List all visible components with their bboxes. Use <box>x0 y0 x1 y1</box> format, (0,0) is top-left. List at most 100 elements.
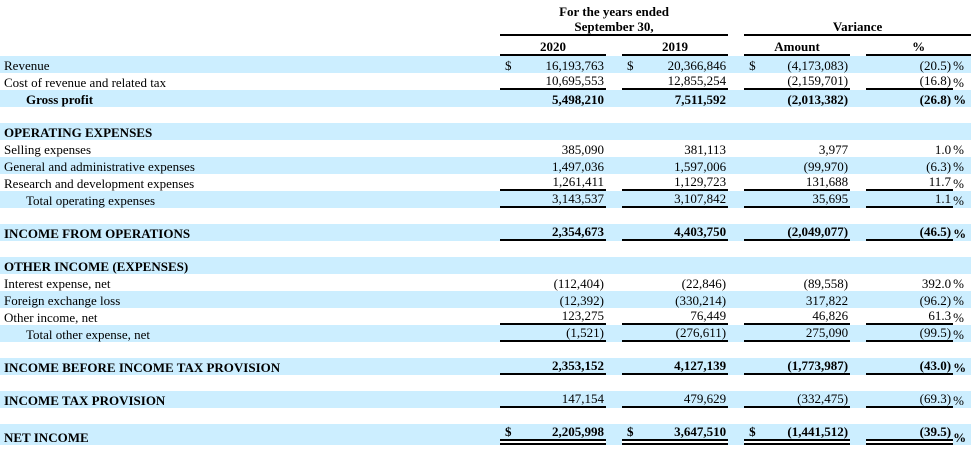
column-header-percent: % <box>866 36 971 56</box>
value-amount: 317,822 <box>768 291 851 308</box>
percent-sign: % <box>953 56 971 73</box>
income-statement-body: Revenue $16,193,763 $20,366,846 $ (4,173,083… <box>0 56 971 445</box>
column-gap <box>606 391 622 408</box>
row-label: Selling expenses <box>4 142 92 157</box>
dollar-sign <box>500 274 524 291</box>
column-header-2019: 2019 <box>622 36 729 56</box>
table-row: Cost of revenue and related tax 10,695,55… <box>0 73 971 90</box>
dollar-sign <box>622 274 646 291</box>
header-empty <box>0 4 500 19</box>
value-amount: (4,173,083) <box>768 56 851 73</box>
percent-sign: % <box>953 176 964 191</box>
dollar-sign: $ <box>500 424 524 445</box>
percent-sign: % <box>953 310 964 325</box>
row-label: Gross profit <box>0 90 500 107</box>
header-gap <box>728 19 744 36</box>
row-label: Total other expense, net <box>0 325 500 342</box>
dollar-sign <box>500 358 524 375</box>
column-gap <box>850 358 867 375</box>
column-gap <box>850 308 866 325</box>
value-2019: (330,214) <box>646 291 729 308</box>
dollar-sign <box>744 224 769 241</box>
dollar-sign <box>744 308 769 325</box>
table-row: Revenue $16,193,763 $20,366,846 $ (4,173,083… <box>0 56 971 73</box>
section-filler <box>500 257 971 274</box>
percent-sign: % <box>953 358 971 375</box>
dollar-sign <box>744 140 768 157</box>
column-gap <box>850 424 867 445</box>
column-header-amount: Amount <box>744 36 851 56</box>
spacer-row <box>0 408 971 424</box>
percent-sign: % <box>953 391 971 408</box>
value-2020: (112,404) <box>553 276 604 291</box>
column-gap <box>606 157 622 174</box>
percent-sign: % <box>953 191 971 208</box>
table-row: Total other expense, net (1,521) (276,611)… <box>0 325 971 342</box>
dollar-sign <box>500 90 524 107</box>
header-gap <box>606 36 622 56</box>
column-gap <box>728 174 744 191</box>
dollar-sign <box>622 90 646 107</box>
table-row: NET INCOME $2,205,998 $3,647,510 $ (1,441,51… <box>0 424 971 445</box>
table-row: Selling expenses 385,090 381,113 3,977 1.0% <box>0 140 971 157</box>
dollar-sign <box>622 325 646 342</box>
dollar-sign <box>744 358 769 375</box>
row-label: INCOME TAX PROVISION <box>0 391 500 408</box>
dollar-sign <box>744 174 769 191</box>
value-percent: (43.0) <box>866 358 954 375</box>
dollar-sign <box>500 291 524 308</box>
value-percent: (46.5) <box>866 224 954 241</box>
dollar-sign <box>622 140 646 157</box>
column-gap <box>728 73 744 90</box>
column-gap <box>850 174 866 191</box>
column-gap <box>606 325 622 342</box>
variance-heading: Variance <box>744 19 971 36</box>
table-row: Total operating expenses 3,143,537 3,107,8… <box>0 191 971 208</box>
table-row: INCOME TAX PROVISION 147,154 479,629 (332,4… <box>0 391 971 408</box>
value-amount: (2,159,701) <box>768 73 851 90</box>
income-statement-sheet: For the years ended September 30, Varian… <box>0 4 971 445</box>
value-amount: (1,441,512) <box>768 424 851 445</box>
column-gap <box>728 291 745 308</box>
value-2019: (22,846) <box>681 276 727 291</box>
value-2020: 1,497,036 <box>524 157 606 174</box>
header-row-years-1: For the years ended <box>0 4 971 19</box>
section-filler <box>500 123 971 140</box>
value-amount: 131,688 <box>768 174 851 191</box>
value-2019: 479,629 <box>646 391 729 408</box>
value-percent: 1.1 <box>866 191 954 208</box>
column-gap <box>606 56 622 73</box>
percent-sign: % <box>953 90 971 107</box>
column-gap <box>850 274 866 291</box>
value-2020: 2,205,998 <box>524 424 606 445</box>
column-gap <box>850 191 867 208</box>
dollar-sign <box>500 391 524 408</box>
income-statement-table: For the years ended September 30, Varian… <box>0 4 971 445</box>
column-gap <box>606 308 622 325</box>
dollar-sign: $ <box>744 424 769 445</box>
value-2019: 1,129,723 <box>646 174 729 191</box>
dollar-sign <box>500 157 524 174</box>
row-label: INCOME FROM OPERATIONS <box>0 224 500 241</box>
column-gap <box>606 191 622 208</box>
value-2020: 123,275 <box>524 308 606 325</box>
value-percent: 1.0 <box>934 142 952 157</box>
value-amount: (99,970) <box>768 157 851 174</box>
value-percent: 61.3 <box>866 308 954 325</box>
table-row: Research and development expenses 1,261,4… <box>0 174 971 191</box>
header-gap <box>728 4 744 19</box>
spacer-row <box>0 208 971 224</box>
value-2020: 16,193,763 <box>524 56 606 73</box>
value-amount: (1,773,987) <box>768 358 851 375</box>
percent-sign: % <box>953 291 971 308</box>
value-2020: 2,353,152 <box>524 358 606 375</box>
dollar-sign <box>622 308 646 325</box>
column-gap <box>728 274 744 291</box>
column-gap <box>728 90 745 107</box>
dollar-sign <box>744 90 769 107</box>
column-gap <box>728 56 745 73</box>
value-2019: 3,647,510 <box>646 424 729 445</box>
dollar-sign <box>500 224 524 241</box>
value-2019: 381,113 <box>684 142 727 157</box>
column-gap <box>606 224 622 241</box>
